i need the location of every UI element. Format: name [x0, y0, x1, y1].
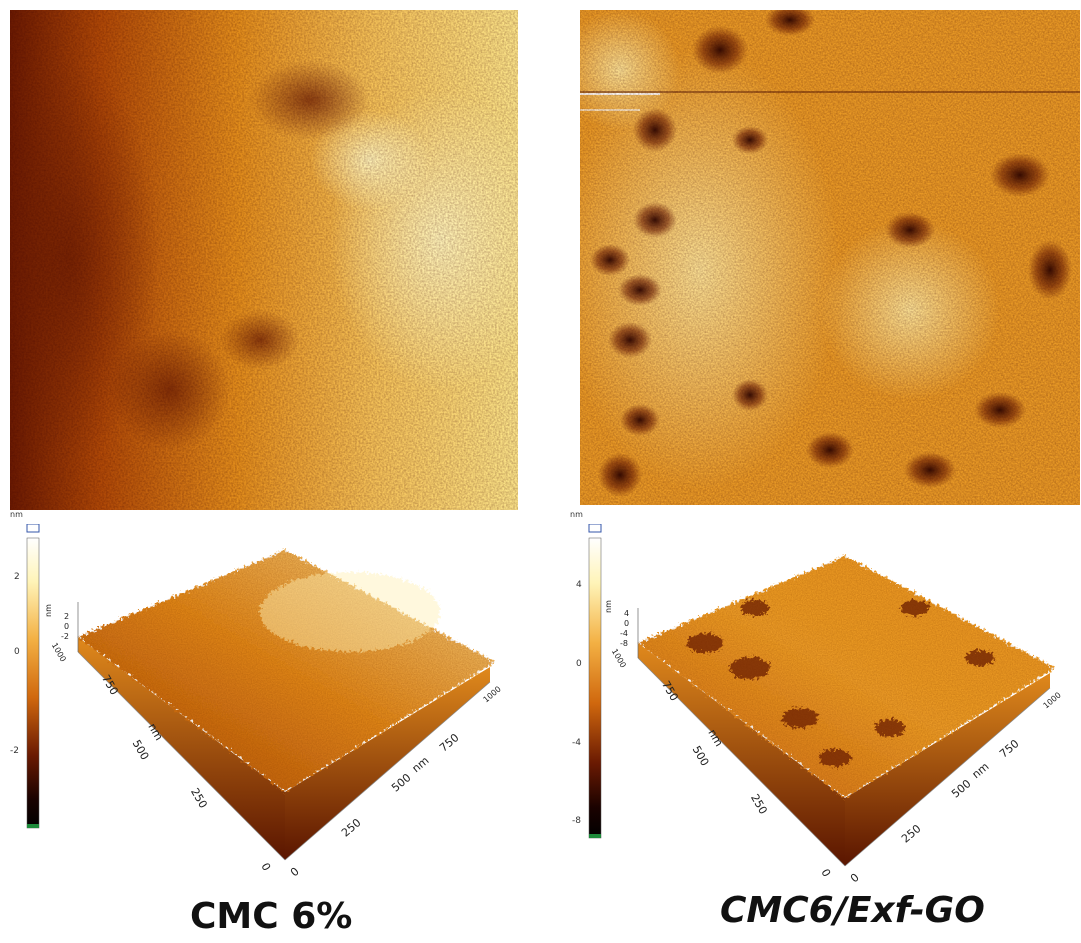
- z-tick-right-0: 4: [624, 609, 629, 618]
- z-tick-left-1: 0: [64, 622, 69, 631]
- colorbar-tick-left-1: 0: [14, 647, 20, 657]
- y-tick-right-3: 0: [818, 867, 833, 880]
- z-tick-left-0: 2: [64, 612, 69, 621]
- y-tick-left-2: 250: [188, 786, 210, 811]
- x-tick-left-4: 1000: [481, 684, 502, 704]
- surface-side-right-front: [845, 673, 1050, 866]
- colorbar-tick-right-0: 4: [576, 580, 582, 590]
- colorbar-tick-right-3: -8: [572, 816, 581, 826]
- afm-height-map-right: [580, 10, 1080, 505]
- z-unit-right: nm: [604, 600, 613, 613]
- z-tick-right-2: -4: [620, 629, 628, 638]
- colorbar-tick-right-1: 0: [576, 659, 582, 669]
- x-tick-right-4: 1000: [1041, 690, 1062, 710]
- colorbar-tick-right-2: -4: [572, 738, 581, 748]
- surface-side-left-front: [638, 643, 845, 866]
- x-tick-right-0: 0: [848, 871, 862, 885]
- afm-height-map-left: [10, 10, 518, 510]
- colorbar-tick-left-0: 2: [14, 572, 20, 582]
- x-tick-right-2: 500: [949, 777, 973, 800]
- colorbar-tick-left-2: -2: [10, 746, 19, 756]
- afm-3d-surface-left: nm 2 0 -2 1000 750 nm 500 250 0 0 250 50…: [44, 550, 503, 879]
- x-axis-unit-right: nm: [970, 760, 992, 781]
- surface-side-left-front: [78, 637, 285, 860]
- colorbar-unit-right: nm: [570, 510, 583, 519]
- y-top-tick-right: 1000: [610, 647, 628, 669]
- x-tick-left-1: 250: [339, 816, 363, 839]
- y-tick-right-2: 250: [748, 792, 770, 817]
- caption-right: CMC6/Exf-GO: [720, 890, 985, 931]
- x-tick-right-1: 250: [899, 822, 923, 845]
- z-tick-right-1: 0: [624, 619, 629, 628]
- colorbar-left: [26, 524, 40, 829]
- x-tick-left-2: 500: [389, 771, 413, 794]
- x-tick-left-3: 750: [437, 731, 461, 754]
- x-tick-right-3: 750: [997, 737, 1021, 760]
- caption-left: CMC 6%: [190, 896, 353, 937]
- right-3d-panel: nm 4 0 -4 -8 nm 4 0 -4 -8 1000 750: [560, 510, 1081, 885]
- z-tick-left-2: -2: [61, 632, 69, 641]
- y-tick-right-1: 500: [690, 744, 712, 769]
- y-top-tick-left: 1000: [50, 641, 68, 663]
- y-tick-left-3: 0: [258, 861, 273, 874]
- colorbar-right: [588, 524, 602, 839]
- z-tick-right-3: -8: [620, 639, 628, 648]
- x-axis-unit-left: nm: [410, 754, 432, 775]
- z-unit-left: nm: [44, 604, 53, 617]
- colorbar-unit-left: nm: [10, 510, 23, 519]
- y-tick-left-1: 500: [130, 738, 152, 763]
- afm-3d-surface-right: nm 4 0 -4 -8 1000 750 nm 500 250 0 0 250…: [604, 556, 1063, 885]
- x-tick-left-0: 0: [288, 865, 302, 879]
- left-3d-panel: nm 2 0 -2 nm 2 0 -2 1000 750 nm 500 250 …: [0, 510, 540, 879]
- surface-side-right-front: [285, 667, 490, 860]
